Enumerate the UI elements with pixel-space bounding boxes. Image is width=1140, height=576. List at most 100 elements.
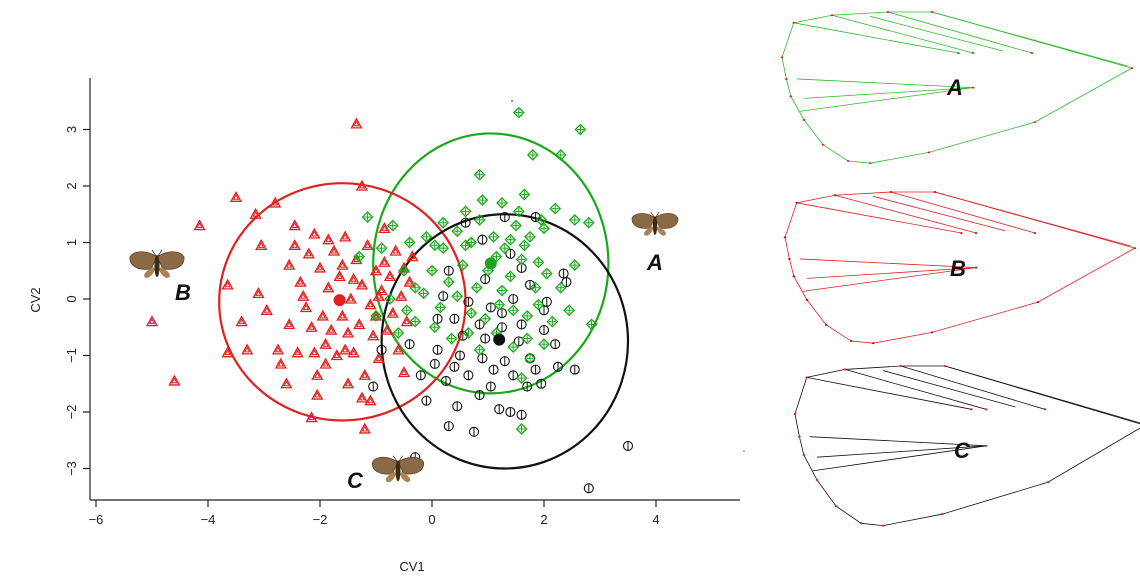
y-tick-label: 1 [64,239,79,246]
point-C [513,336,524,347]
point-B [378,255,391,267]
point-C [480,333,491,344]
point-A [521,332,534,345]
wing-shape-A [780,11,1134,165]
point-A [515,423,528,435]
point-A [473,213,486,226]
group-means [333,257,506,346]
point-A [585,318,598,331]
point-A [563,304,576,317]
x-axis-title: CV1 [399,559,424,574]
point-B [288,219,301,231]
data-points [145,100,745,494]
point-B [327,244,341,256]
point-B [392,343,405,355]
point-B [193,219,206,231]
point-B [378,222,391,234]
point-B [375,284,388,296]
point-B [344,292,357,304]
point-A [473,343,486,356]
point-B [347,346,360,358]
y-tick-label: −3 [64,461,79,476]
point-A [529,281,542,294]
point-B [353,318,366,330]
x-tick-label: −2 [313,512,328,527]
point-A [361,211,374,223]
point-A [459,205,472,218]
point-B [355,391,369,403]
point-C [536,378,547,389]
point-A [518,239,531,252]
point-B [311,388,324,400]
point-C [505,406,516,418]
point-A [473,168,486,181]
point-B [241,343,254,355]
point-B [221,278,234,290]
point-A [465,236,478,249]
point-C [480,274,491,285]
point-C [499,212,510,223]
point-A [398,264,410,277]
point-C [421,395,432,406]
point-A [524,352,536,365]
point-A [493,298,506,311]
point-C [474,389,485,401]
point-B [339,343,352,355]
point-A [521,310,534,322]
y-tick-label: 0 [64,295,79,302]
point-B [372,289,385,301]
stray-mark [511,100,513,102]
point-B [280,377,293,389]
point-C [550,339,561,350]
point-B [283,258,296,270]
x-tick-label: −6 [89,512,104,527]
y-tick-label: 3 [64,126,79,133]
point-C [530,364,541,375]
y-tick-label: −1 [64,348,79,363]
point-A [540,267,553,280]
point-B [322,233,335,245]
point-A [442,276,455,288]
point-A [496,284,508,297]
point-B [336,258,349,270]
point-A [451,225,464,238]
point-B [333,270,346,282]
point-C [474,319,485,330]
ellipse-A [372,132,610,395]
point-C [463,296,474,307]
point-B [319,337,332,349]
point-A [417,287,430,300]
point-C [496,322,508,333]
point-B [308,227,321,239]
point-A [582,216,595,229]
point-B [369,264,383,276]
point-B [389,244,402,256]
point-A [353,250,366,263]
point-A [507,341,520,353]
point-B [308,346,321,358]
point-C [496,308,508,319]
point-B [355,278,369,290]
point-B [316,309,329,321]
point-B [302,247,315,259]
point-A [507,304,520,317]
point-A [465,307,478,320]
point-B [322,281,335,293]
point-C [440,375,452,386]
point-C [522,381,533,392]
point-A [532,256,545,269]
point-B [361,238,374,250]
point-C [477,353,488,364]
point-B [395,289,408,301]
point-B [283,318,296,330]
point-B [294,275,307,287]
scatter-plot: −6 −4 −2 0 2 4 −3 −2 −1 0 1 2 3 A B C CV1 CV2 [28,78,745,574]
point-B [336,309,349,321]
point-A [512,205,525,218]
ellipse-B [218,182,467,422]
wing-shape-C [793,364,1140,527]
moth-icon [631,211,679,236]
point-A [538,222,550,235]
point-B [229,190,243,202]
point-A [451,290,464,303]
